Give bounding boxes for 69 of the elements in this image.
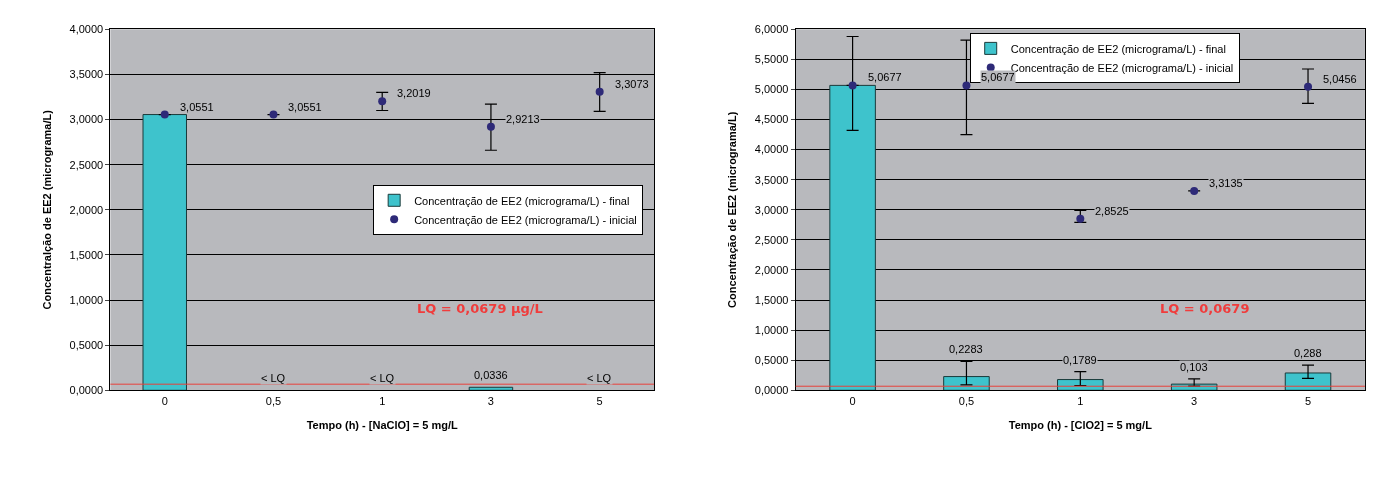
data-label: 3,0551 <box>180 101 214 113</box>
data-label: 3,3135 <box>1209 177 1243 189</box>
x-tick-label: 3 <box>1191 394 1198 407</box>
annotation: LQ = 0,0679 µg/L <box>417 301 543 316</box>
legend-label: Concentração de EE2 (micrograma/L) - inicial <box>1010 61 1234 74</box>
data-label: 0,103 <box>1180 361 1208 373</box>
legend-label: Concentração de EE2 (micrograma/L) - inicial <box>414 213 637 226</box>
y-tick-label: 3,0000 <box>754 203 789 216</box>
data-label: 3,3073 <box>615 78 649 90</box>
x-tick-label: 0,5 <box>958 394 975 407</box>
y-tick-label: 0,5000 <box>69 339 104 352</box>
bar <box>829 84 876 391</box>
point <box>1304 82 1313 91</box>
y-tick-label: 3,5000 <box>754 173 789 186</box>
data-label: 5,0677 <box>981 71 1015 83</box>
y-tick-label: 3,5000 <box>69 68 104 81</box>
data-label: 2,9213 <box>506 113 540 125</box>
data-label: 5,0677 <box>868 71 902 83</box>
y-tick-label: 2,5000 <box>69 158 104 171</box>
data-label: 0,0336 <box>474 369 508 381</box>
legend-label: Concentração de EE2 (micrograma/L) - final <box>1010 42 1226 55</box>
data-label: 3,0551 <box>288 101 322 113</box>
legend-label: Concentração de EE2 (micrograma/L) - final <box>414 194 630 207</box>
point <box>962 81 971 90</box>
y-tick-label: 2,0000 <box>69 203 104 216</box>
y-tick-label: 3,0000 <box>69 113 104 126</box>
y-tick-label: 4,0000 <box>69 23 104 36</box>
text: < LQ <box>370 372 395 384</box>
x-axis-title: Tempo (h) - [NaClO] = 5 mg/L <box>306 418 459 431</box>
y-tick-label: 5,5000 <box>754 53 789 66</box>
point <box>595 87 604 96</box>
annotation: LQ = 0,0679 <box>1160 301 1250 316</box>
y-tick-label: 4,0000 <box>754 143 789 156</box>
text: < LQ <box>261 372 286 384</box>
point <box>848 81 857 90</box>
y-tick-label: 1,5000 <box>754 293 789 306</box>
data-label: 0,2283 <box>949 343 983 355</box>
data-label: 5,0456 <box>1323 73 1357 85</box>
x-tick-label: 5 <box>1304 394 1312 407</box>
data-label: 0,1789 <box>1063 354 1097 366</box>
bar <box>1284 372 1332 391</box>
x-tick-label: 0,5 <box>265 394 282 407</box>
point <box>1076 214 1085 223</box>
x-tick-label: 0 <box>161 394 168 407</box>
x-axis-title: Tempo (h) - [ClO2] = 5 mg/L <box>1008 418 1153 431</box>
y-tick-label: 1,5000 <box>69 248 104 261</box>
data-label: 3,2019 <box>397 87 431 99</box>
x-tick-label: 1 <box>379 394 386 407</box>
y-tick-label: 6,0000 <box>754 23 789 36</box>
y-axis-title: Concentralção de EE2 (micrograma/L) <box>41 109 54 310</box>
y-tick-label: 1,0000 <box>69 293 104 306</box>
y-tick-label: 2,0000 <box>754 263 789 276</box>
y-tick-label: 5,0000 <box>754 83 789 96</box>
x-tick-label: 3 <box>487 394 494 407</box>
x-tick-label: 0 <box>849 394 856 407</box>
y-tick-label: 0,0000 <box>754 384 789 397</box>
y-tick-label: 2,5000 <box>754 233 789 246</box>
y-tick-label: 1,0000 <box>754 323 789 336</box>
y-axis-title: Concentração de EE2 (micrograma/L) <box>726 111 739 308</box>
data-label: 2,8525 <box>1095 205 1129 217</box>
text: < LQ <box>587 372 612 384</box>
y-tick-label: 4,5000 <box>754 113 789 126</box>
point <box>1190 186 1199 195</box>
y-tick-label: 0,5000 <box>754 354 789 367</box>
y-tick-label: 0,0000 <box>69 384 104 397</box>
point <box>486 122 495 131</box>
data-label: 0,288 <box>1294 347 1322 359</box>
x-tick-label: 1 <box>1077 394 1084 407</box>
x-tick-label: 5 <box>596 394 603 407</box>
